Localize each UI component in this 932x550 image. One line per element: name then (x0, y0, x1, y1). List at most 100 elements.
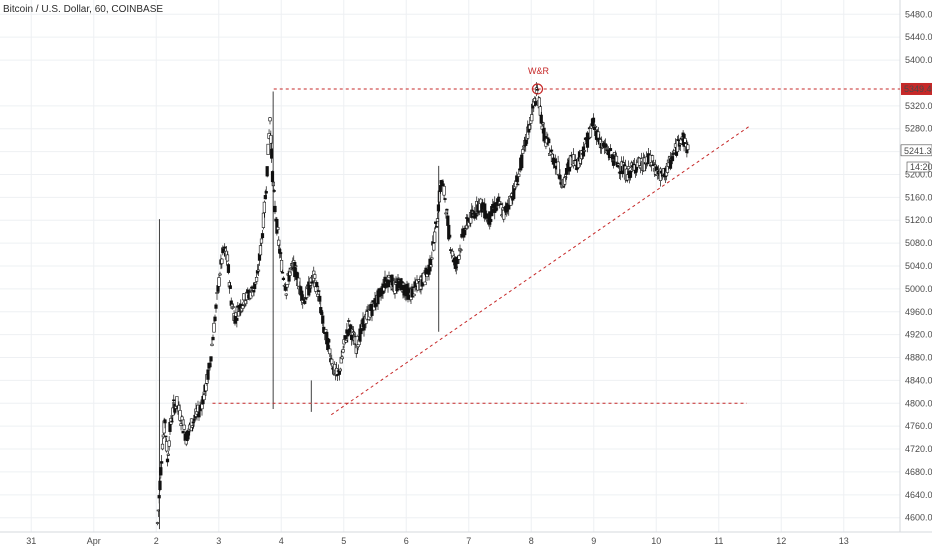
candle-up (285, 284, 289, 288)
candle-down (165, 458, 170, 463)
candle-up (220, 258, 224, 264)
candle-up (444, 212, 448, 215)
candle-down (516, 183, 520, 186)
resistance-price-box (901, 82, 932, 95)
candle-up (509, 197, 513, 206)
candle-up (588, 128, 593, 138)
candle-up (341, 349, 345, 353)
candle-down (535, 89, 540, 91)
candle-up (678, 143, 682, 145)
candle-down (347, 320, 351, 322)
candle-down (192, 418, 196, 421)
candle-down (434, 221, 438, 224)
price-tick-label: 5160.00 (905, 192, 932, 202)
candle-down (448, 234, 452, 238)
trendline[interactable] (330, 125, 751, 416)
candle-up (340, 356, 344, 360)
candle-down (279, 252, 283, 255)
candle-down (547, 138, 551, 144)
candle-up (626, 166, 631, 170)
candle-up (166, 453, 170, 456)
candle-down (335, 374, 340, 376)
candle-down (158, 480, 162, 490)
candle-up (423, 281, 427, 286)
candle-down (206, 369, 210, 380)
candle-up (215, 292, 219, 294)
price-tick-label: 4880.00 (905, 353, 932, 363)
time-axis-ticks[interactable]: 31 Apr 2 3 4 5 6 7 8 9 10 11 12 13 (26, 536, 849, 546)
candle-down (321, 315, 325, 324)
candle-up (155, 522, 160, 524)
price-tick-label: 5440.00 (905, 32, 932, 42)
candle-down (445, 208, 449, 211)
candle-up (204, 383, 208, 392)
candle-up (202, 394, 206, 401)
candle-up (231, 306, 235, 308)
time-tick-label: 31 (26, 536, 36, 546)
candle-up (501, 207, 505, 211)
candle-down (411, 286, 415, 289)
candle-down (263, 195, 267, 200)
time-tick-label: 11 (714, 536, 723, 546)
candle-down (564, 167, 569, 175)
candle-up (549, 151, 553, 155)
candle-down (454, 266, 458, 269)
candle-up (616, 163, 621, 166)
candle-down (343, 335, 347, 340)
candle-up (338, 368, 342, 372)
candle-up (521, 149, 525, 154)
price-tick-label: 5280.00 (905, 124, 932, 134)
candle-up (256, 269, 261, 272)
candle-up (457, 255, 461, 260)
time-tick-label: 6 (404, 536, 409, 546)
time-tick-label: 5 (341, 536, 346, 546)
candle-up (432, 243, 436, 251)
price-tick-label: 5120.00 (905, 215, 932, 225)
candle-down (191, 421, 195, 424)
candle-down (349, 324, 353, 330)
candle-down (310, 281, 314, 284)
candle-up (294, 265, 298, 267)
chart-title: Bitcoin / U.S. Dollar, 60, COINBASE (3, 4, 163, 15)
candle-down (160, 461, 164, 464)
candle-down (676, 139, 681, 142)
countdown-label: 14:20 (910, 162, 932, 172)
candle-up (344, 340, 348, 343)
candle-up (541, 122, 545, 125)
candle-up (517, 173, 521, 177)
time-tick-label: 10 (651, 536, 661, 546)
candle-down (499, 203, 503, 205)
candle-up (450, 250, 455, 257)
candle-up (262, 201, 266, 213)
candle-up (277, 239, 281, 246)
candle-down (558, 174, 562, 180)
time-tick-label: 9 (591, 536, 596, 546)
candle-up (242, 293, 246, 301)
candle-up (182, 424, 186, 430)
candle-up (650, 155, 655, 162)
candle-up (430, 257, 434, 260)
candle-down (260, 233, 265, 239)
candle-down (223, 246, 227, 249)
candle-down (172, 399, 176, 402)
candle-up (433, 231, 437, 243)
candle-down (213, 316, 217, 322)
candle-up (254, 282, 258, 285)
candle-up (686, 144, 690, 150)
candle-up (254, 277, 259, 282)
candle-down (283, 286, 287, 291)
current-price-label: 5241.35 (904, 146, 932, 156)
candle-down (489, 219, 493, 222)
candle-down (449, 249, 453, 251)
candle-down (270, 171, 275, 182)
candle-up (328, 348, 332, 355)
candle-up (218, 273, 222, 276)
candle-down (390, 274, 394, 286)
time-tick-label: 12 (776, 536, 786, 546)
candle-down (302, 299, 306, 301)
candle-up (241, 305, 245, 309)
candle-up (412, 293, 416, 297)
candle-up (178, 410, 182, 421)
candle-up (225, 254, 230, 262)
